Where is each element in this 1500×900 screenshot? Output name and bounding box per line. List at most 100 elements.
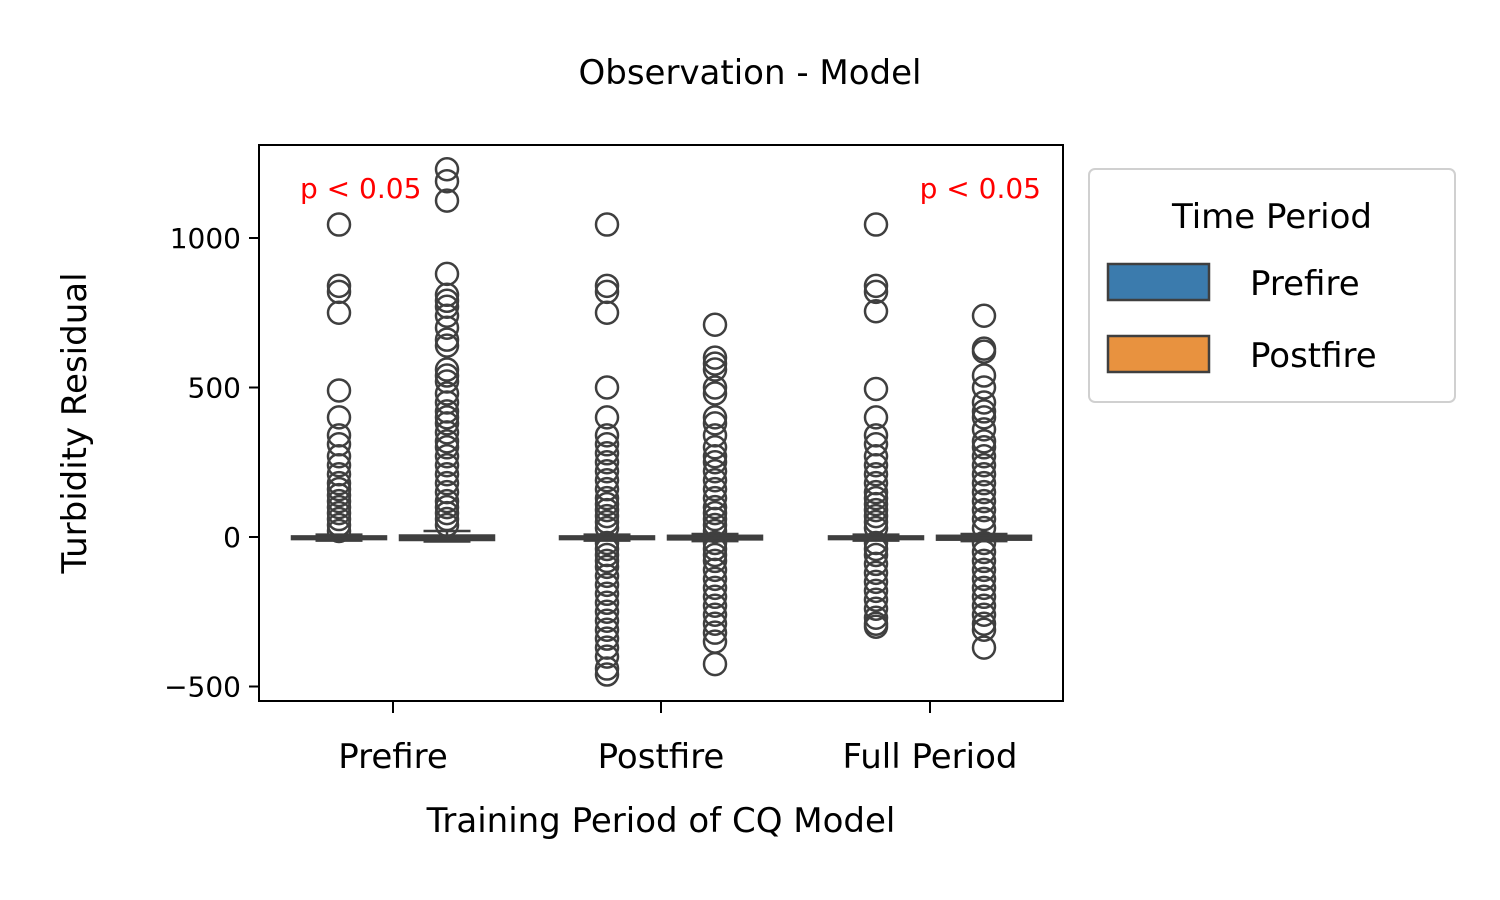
chart-title: Observation - Model: [578, 53, 921, 93]
box-prefire-0: [290, 212, 388, 544]
outlier-point: [326, 405, 352, 430]
plot-area: [290, 156, 1033, 687]
outlier-point: [702, 542, 728, 568]
outlier-point: [434, 429, 460, 454]
box-postfire-2: [935, 303, 1033, 660]
outlier-point: [971, 617, 997, 642]
outlier-point: [971, 470, 997, 496]
box-postfire-0: [398, 156, 496, 543]
outlier-point: [594, 572, 620, 598]
outlier-point: [971, 548, 997, 574]
outlier-point: [594, 536, 620, 562]
outlier-point: [702, 458, 728, 484]
outlier-point: [702, 476, 728, 502]
outlier-point: [971, 479, 997, 505]
outlier-point: [594, 300, 620, 325]
legend-label-postfire: Postfire: [1250, 336, 1377, 376]
outlier-point: [971, 488, 997, 514]
outlier-point: [702, 566, 728, 592]
outlier-point: [326, 494, 352, 520]
outlier-point: [594, 581, 620, 607]
outlier-point: [594, 644, 620, 669]
outlier-point: [702, 450, 728, 475]
outlier-point: [594, 432, 620, 457]
box-prefire-2: [827, 212, 925, 639]
outlier-point: [326, 273, 352, 299]
outlier-point: [594, 503, 620, 529]
outlier-point: [971, 435, 997, 460]
outlier-point: [863, 212, 889, 237]
outlier-point: [863, 542, 889, 568]
outlier-point: [971, 303, 997, 328]
outlier-point: [863, 503, 889, 529]
outlier-point: [863, 279, 889, 305]
outlier-point: [594, 485, 620, 511]
y-tick-label: −500: [164, 671, 241, 704]
outlier-point: [971, 417, 997, 442]
outlier-point: [971, 375, 997, 400]
outlier-point: [863, 444, 889, 469]
outlier-point: [863, 376, 889, 402]
outlier-point: [434, 420, 460, 445]
outlier-point: [326, 512, 352, 538]
outlier-point: [863, 491, 889, 517]
outlier-point: [863, 569, 889, 595]
outlier-point: [971, 390, 997, 415]
outlier-point: [326, 518, 352, 544]
outlier-point: [594, 590, 620, 616]
outlier-point: [863, 605, 889, 630]
outlier-point: [702, 494, 728, 520]
outlier-point: [702, 548, 728, 574]
outlier-point: [863, 551, 889, 577]
outlier-point: [434, 315, 460, 340]
y-axis-label: Turbidity Residual: [55, 272, 95, 574]
outlier-point: [594, 441, 620, 466]
outlier-point: [594, 554, 620, 580]
outlier-point: [326, 470, 352, 496]
outlier-point: [594, 273, 620, 299]
y-tick-label: 1000: [170, 222, 241, 255]
outlier-point: [326, 506, 352, 532]
x-tick-label: Postfire: [598, 737, 725, 777]
outlier-point: [702, 500, 728, 526]
outlier-point: [594, 405, 620, 430]
outlier-point: [702, 345, 728, 370]
outlier-point: [594, 467, 620, 493]
outlier-point: [434, 452, 460, 478]
outlier-point: [434, 357, 460, 382]
outlier-point: [702, 467, 728, 493]
legend-title: Time Period: [1171, 197, 1372, 237]
outlier-point: [971, 444, 997, 469]
legend-label-prefire: Prefire: [1250, 264, 1360, 304]
outlier-point: [326, 452, 352, 478]
outlier-point: [702, 405, 728, 430]
outlier-point: [326, 300, 352, 325]
outlier-point: [863, 405, 889, 430]
p-value-annotation: p < 0.05: [920, 172, 1041, 205]
outlier-point: [971, 405, 997, 430]
outlier-point: [434, 444, 460, 469]
outlier-point: [971, 611, 997, 636]
outlier-point: [971, 515, 997, 541]
outlier-point: [434, 506, 460, 532]
outlier-point: [326, 476, 352, 502]
outlier-point: [702, 381, 728, 406]
outlier-point: [971, 635, 997, 660]
outlier-point: [594, 599, 620, 624]
outlier-point: [971, 602, 997, 627]
outlier-point: [434, 327, 460, 352]
outlier-point: [971, 593, 997, 619]
outlier-point: [971, 575, 997, 601]
outlier-point: [971, 584, 997, 610]
outlier-point: [702, 575, 728, 601]
outlier-point: [326, 444, 352, 469]
outlier-point: [434, 303, 460, 328]
outlier-point: [594, 423, 620, 448]
outlier-point: [434, 488, 460, 514]
outlier-point: [863, 273, 889, 299]
outlier-point: [594, 608, 620, 633]
outlier-point: [434, 512, 460, 538]
outlier-point: [863, 536, 889, 562]
y-tick-label: 500: [188, 372, 241, 405]
outlier-point: [863, 587, 889, 613]
